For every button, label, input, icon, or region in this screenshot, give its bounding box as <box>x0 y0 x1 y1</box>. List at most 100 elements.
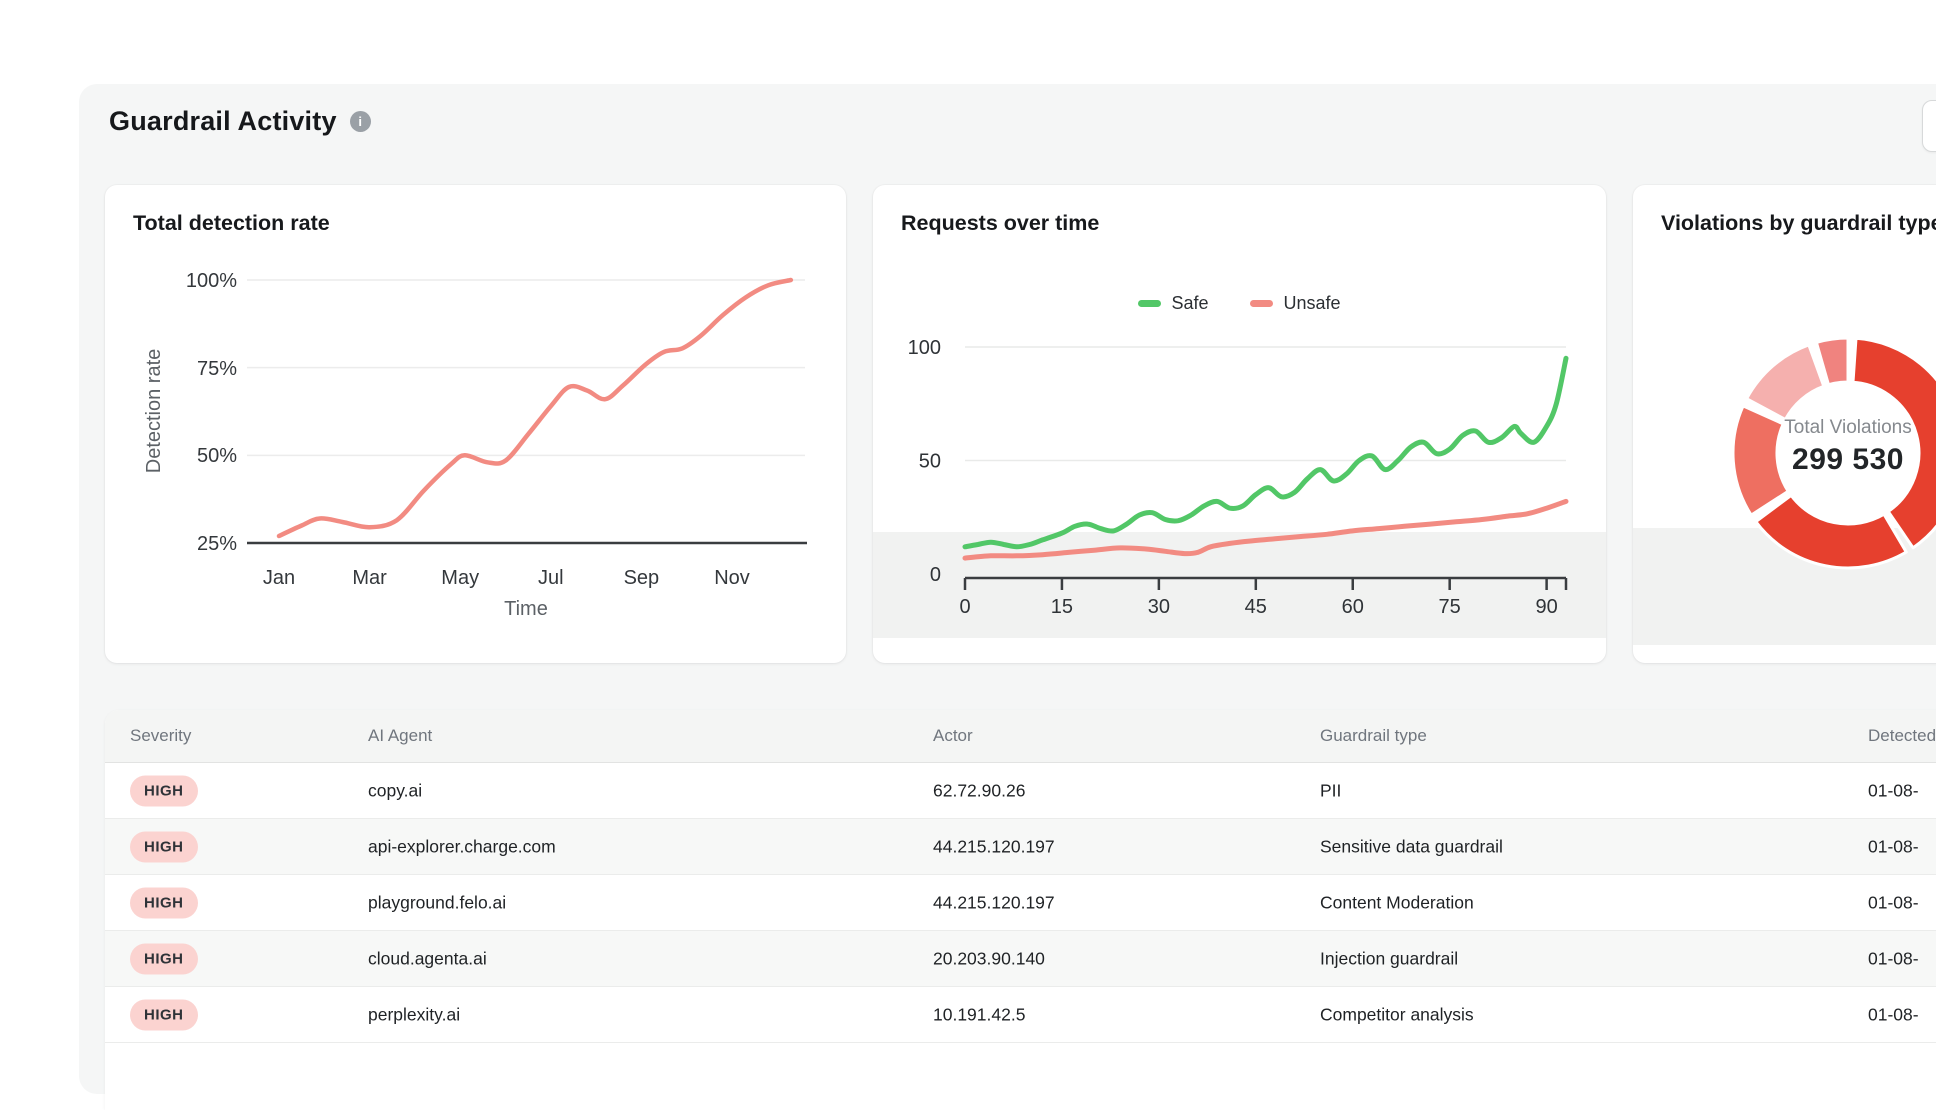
table-row[interactable]: HIGH perplexity.ai 10.191.42.5 Competitor a… <box>105 987 1936 1043</box>
x-axis-title: Time <box>504 598 548 620</box>
violations-donut-chart <box>1731 336 1936 570</box>
safe-swatch-icon <box>1138 300 1162 307</box>
table-row[interactable]: HIGH copy.ai 62.72.90.26 PII 01-08- <box>105 763 1936 819</box>
x-tick-label: 90 <box>1535 596 1557 618</box>
x-tick-label: Jan <box>263 567 295 589</box>
severity-cell: HIGH <box>130 943 198 974</box>
y-tick-label: 100% <box>186 270 237 292</box>
donut-segment-4[interactable] <box>1745 343 1826 421</box>
col-header-agent[interactable]: AI Agent <box>368 726 433 745</box>
donut-segment-2[interactable] <box>1754 493 1908 570</box>
violations-table: Severity AI Agent Actor Guardrail type Detec… <box>105 710 1936 1110</box>
detection-rate-chart: 100% 75% 50% 25% Jan Mar May Jul Sep Nov Time Detec… <box>143 270 807 620</box>
agent-cell: api-explorer.charge.com <box>368 836 556 856</box>
y-tick-label: 75% <box>197 358 237 380</box>
violations-by-type-card: Violations by guardrail type Total Viola… <box>1633 185 1936 663</box>
severity-badge: HIGH <box>130 775 198 806</box>
severity-cell: HIGH <box>130 775 198 806</box>
x-tick-label: 75 <box>1439 596 1461 618</box>
detected-cell: 01-08- <box>1868 836 1919 856</box>
table-row[interactable]: HIGH playground.felo.ai 44.215.120.197 Cont… <box>105 875 1936 931</box>
safe-label: Safe <box>1171 293 1209 313</box>
severity-cell: HIGH <box>130 831 198 862</box>
requests-axis-band <box>873 532 1606 638</box>
info-icon[interactable]: i <box>349 111 371 132</box>
x-tick-label: 30 <box>1148 596 1170 618</box>
requests-card: Requests over time Safe Unsafe 100 50 0 0 15… <box>873 185 1606 663</box>
x-tick-label: 15 <box>1051 596 1073 618</box>
page-title: Guardrail Activity <box>109 106 337 136</box>
type-cell: Content Moderation <box>1320 892 1474 912</box>
severity-badge: HIGH <box>130 999 198 1030</box>
donut-segment-5[interactable] <box>1814 336 1850 387</box>
actor-cell: 44.215.120.197 <box>933 836 1055 856</box>
agent-cell: copy.ai <box>368 780 423 800</box>
donut-center: Total Violations 299 530 <box>1738 417 1936 477</box>
type-cell: Injection guardrail <box>1320 948 1459 968</box>
agent-cell: playground.felo.ai <box>368 892 507 912</box>
table-body: HIGH copy.ai 62.72.90.26 PII 01-08- HIGH api-e… <box>105 763 1936 1043</box>
unsafe-line <box>962 498 1569 561</box>
page-header: Guardrail Activity i <box>109 106 371 137</box>
table-header-row: Severity AI Agent Actor Guardrail type Detec… <box>105 710 1936 763</box>
y-tick-label: 50% <box>197 445 237 467</box>
agent-cell: perplexity.ai <box>368 1004 461 1024</box>
detected-cell: 01-08- <box>1868 948 1919 968</box>
x-tick-label: 45 <box>1245 596 1267 618</box>
chart-cards-row: Total detection rate 100% 75% 50% 25% Jan Mar… <box>105 185 1936 663</box>
detected-cell: 01-08- <box>1868 1004 1919 1024</box>
violations-title: Violations by guardrail type <box>1661 211 1936 235</box>
gridlines <box>965 346 1566 462</box>
donut-segment-3[interactable] <box>1731 404 1790 517</box>
col-header-detected[interactable]: Detected <box>1868 726 1936 745</box>
severity-badge: HIGH <box>130 831 198 862</box>
col-header-actor[interactable]: Actor <box>933 726 973 745</box>
table-row[interactable]: HIGH api-explorer.charge.com 44.215.120.19… <box>105 819 1936 875</box>
requests-title: Requests over time <box>901 211 1100 235</box>
type-cell: PII <box>1320 780 1342 800</box>
safe-line <box>962 355 1569 550</box>
detection-rate-card: Total detection rate 100% 75% 50% 25% Jan Mar… <box>105 185 846 663</box>
requests-chart: 100 50 00 15 30 45 60 75 90 <box>908 337 1569 618</box>
severity-cell: HIGH <box>130 887 198 918</box>
requests-legend: Safe Unsafe <box>873 293 1606 314</box>
y-tick-label: 0 <box>930 564 941 586</box>
severity-badge: HIGH <box>130 887 198 918</box>
actor-cell: 20.203.90.140 <box>933 948 1045 968</box>
unsafe-label: Unsafe <box>1283 293 1341 313</box>
y-tick-label: 100 <box>908 337 941 359</box>
x-tick-label: Mar <box>352 567 387 589</box>
x-tick-label: Jul <box>538 567 564 589</box>
severity-cell: HIGH <box>130 999 198 1030</box>
guardrail-activity-panel: Guardrail Activity i Total detection rat… <box>79 84 1936 1110</box>
legend-item-safe[interactable]: Safe <box>1138 293 1208 314</box>
col-header-type[interactable]: Guardrail type <box>1320 726 1427 745</box>
x-tick-label: Nov <box>714 567 750 589</box>
actor-cell: 10.191.42.5 <box>933 1004 1026 1024</box>
col-header-severity[interactable]: Severity <box>130 726 192 745</box>
y-axis-title: Detection rate <box>143 349 165 474</box>
detected-cell: 01-08- <box>1868 892 1919 912</box>
actor-cell: 44.215.120.197 <box>933 892 1055 912</box>
x-tick-label: May <box>441 567 479 589</box>
agent-cell: cloud.agenta.ai <box>368 948 487 968</box>
type-cell: Competitor analysis <box>1320 1004 1474 1024</box>
donut-segment-1[interactable] <box>1851 336 1936 550</box>
type-cell: Sensitive data guardrail <box>1320 836 1503 856</box>
x-axis-ruler <box>963 576 1568 590</box>
gridlines <box>247 279 805 457</box>
table-row[interactable]: HIGH cloud.agenta.ai 20.203.90.140 Injectio… <box>105 931 1936 987</box>
x-tick-label: 0 <box>959 596 970 618</box>
x-tick-label: Sep <box>624 567 660 589</box>
unsafe-swatch-icon <box>1250 300 1274 307</box>
actor-cell: 62.72.90.26 <box>933 780 1026 800</box>
detection-rate-line <box>276 277 794 539</box>
y-tick-label: 25% <box>197 533 237 555</box>
detected-cell: 01-08- <box>1868 780 1919 800</box>
severity-badge: HIGH <box>130 943 198 974</box>
y-tick-label: 50 <box>919 451 941 473</box>
detection-rate-title: Total detection rate <box>133 211 330 235</box>
legend-item-unsafe[interactable]: Unsafe <box>1250 293 1341 314</box>
total-violations-label: Total Violations <box>1784 417 1912 438</box>
date-range-button[interactable] <box>1922 100 1936 152</box>
